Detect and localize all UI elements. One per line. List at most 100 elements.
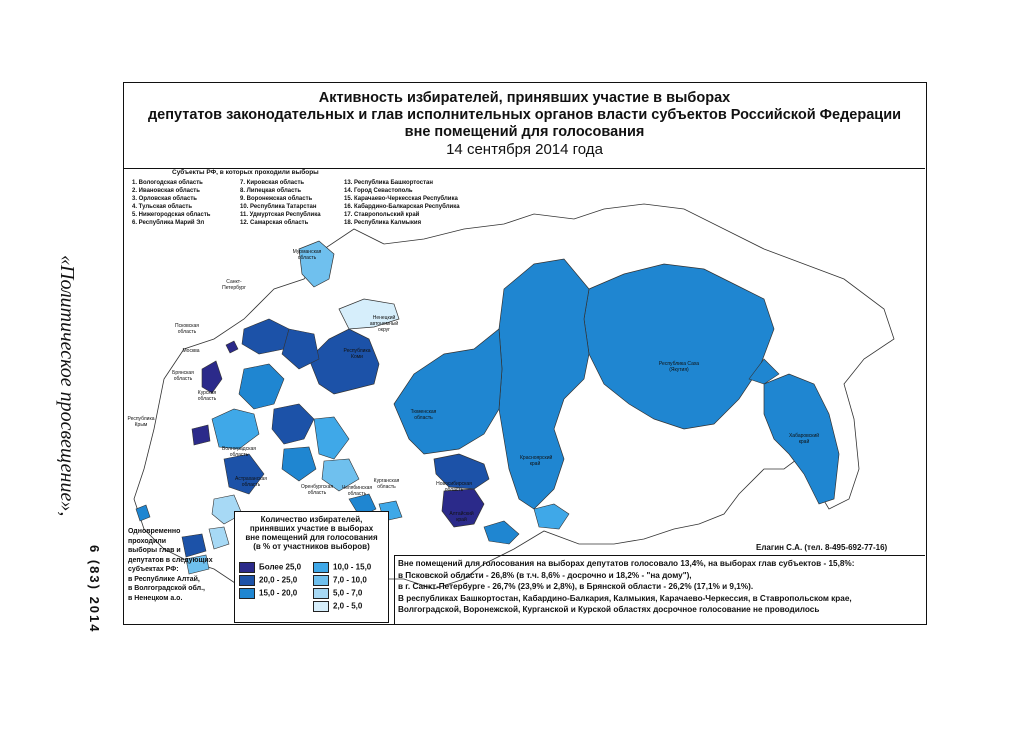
- issue-number: 6 (83) 2014: [87, 545, 102, 634]
- note-line: в Волгоградской обл.,: [128, 585, 205, 592]
- legend-item: 15,0 - 20,0: [239, 588, 297, 599]
- region-murmansk: [298, 240, 335, 288]
- label-kurgan: Курганская область: [373, 478, 400, 490]
- region-central-1: [211, 408, 260, 450]
- note-line: субъектах РФ:: [128, 566, 179, 573]
- region-altai-rep: [483, 520, 520, 545]
- region-novosibirsk: [433, 453, 490, 490]
- note-line: депутатов в следующих: [128, 556, 213, 564]
- region-kirov: [281, 328, 320, 370]
- label-altai: Алтайский край: [449, 511, 474, 523]
- regions-title: Субъекты РФ, в которых проходили выборы: [172, 169, 319, 176]
- legend-swatch: [239, 562, 255, 573]
- region-item: 7. Кировская область: [240, 180, 305, 186]
- region-tyumen: [393, 328, 503, 455]
- legend-item: 2,0 - 5,0: [313, 601, 362, 612]
- region-item: 9. Воронежская область: [240, 196, 313, 202]
- label-komi: Республика Коми: [343, 348, 371, 360]
- legend-title: Количество избирателей, принявших участи…: [235, 512, 388, 551]
- author-credit: Елагин С.А. (тел. 8-495-692-77-16): [756, 543, 888, 552]
- legend-swatch: [239, 588, 255, 599]
- label-khabarovsk: Хабаровский край: [788, 433, 820, 445]
- label-yakutia: Республика Саха (Якутия): [658, 361, 700, 373]
- title-date: 14 сентября 2014 года: [446, 141, 603, 158]
- region-tatarstan: [281, 446, 317, 482]
- legend-swatch: [239, 575, 255, 586]
- legend-swatch: [313, 575, 329, 586]
- label-chelyabinsk: Челябинская область: [341, 485, 373, 497]
- legend-item: 5,0 - 7,0: [313, 588, 362, 599]
- info-line: в Псковской области - 26,8% (в т.ч. 8,6%…: [398, 570, 692, 580]
- legend-label: 7,0 - 10,0: [333, 575, 367, 585]
- region-item: 14. Город Севастополь: [344, 188, 413, 194]
- legend-label: 5,0 - 7,0: [333, 588, 363, 598]
- legend-title-line: вне помещений для голосования: [245, 533, 378, 542]
- map-frame: Активность избирателей, принявших участи…: [123, 82, 927, 625]
- info-line: В республиках Башкортостан, Кабардино-Ба…: [398, 593, 852, 603]
- legend-item: Более 25,0: [239, 562, 301, 573]
- label-spb: Санкт-Петербург: [222, 279, 246, 291]
- legend-title-line: Количество избирателей,: [260, 515, 363, 524]
- info-line: Волгоградской, Воронежской, Курганской и…: [398, 605, 820, 614]
- label-nenets: Ненецкий автономный округ: [369, 315, 399, 333]
- region-altai: [441, 488, 485, 528]
- region-pskov: [201, 360, 223, 394]
- region-item: 5. Нижегородская область: [132, 212, 211, 218]
- region-item: 16. Кабардино-Балкарская Республика: [344, 204, 460, 210]
- legend-title-line: принявших участие в выборах: [249, 524, 374, 533]
- label-tyumen: Тюменская область: [410, 409, 437, 421]
- region-item: 10. Республика Татарстан: [240, 204, 317, 210]
- label-krasnoyarsk: Красноярский край: [520, 455, 553, 467]
- legend-swatch: [313, 601, 329, 612]
- legend-label: 15,0 - 20,0: [259, 588, 298, 598]
- legend-label: 2,0 - 5,0: [333, 601, 363, 611]
- note-line: в Республике Алтай,: [128, 575, 200, 583]
- legend-item: 7,0 - 10,0: [313, 575, 367, 586]
- region-yakutia: [583, 263, 775, 430]
- region-item: 2. Ивановская область: [132, 188, 200, 194]
- note-line: Одновременно: [128, 528, 181, 535]
- region-south-siberia: [533, 503, 570, 530]
- region-item: 13. Республика Башкортостан: [344, 180, 433, 186]
- info-box: Вне помещений для голосования на выборах…: [394, 555, 925, 624]
- legend-label: Более 25,0: [259, 562, 302, 572]
- region-bashkortostan: [313, 416, 350, 460]
- russia-map: [133, 203, 895, 600]
- region-item: 12. Самарская область: [240, 220, 309, 226]
- region-central-3: [271, 403, 315, 445]
- journal-name: «Политическое просвещение»,: [56, 255, 78, 517]
- title-line-3: вне помещений для голосования: [404, 124, 645, 140]
- region-stavropol: [181, 533, 207, 558]
- region-kalmykia: [208, 526, 230, 550]
- region-samara: [321, 458, 360, 492]
- title-line-1: Активность избирателей, принявших участи…: [318, 90, 731, 106]
- legend-item: 20,0 - 25,0: [239, 575, 297, 586]
- label-moscow: Москва: [182, 348, 200, 354]
- note-line: проходили: [128, 537, 167, 545]
- label-orenburg: Оренбургская область: [300, 484, 334, 496]
- title-line-2: депутатов законодательных и глав исполни…: [147, 107, 902, 123]
- label-novosibirsk: Новосибирская область: [436, 481, 472, 493]
- title-block: Активность избирателей, принявших участи…: [124, 83, 925, 169]
- legend: Количество избирателей, принявших участи…: [234, 511, 389, 623]
- region-bryansk: [191, 424, 211, 446]
- info-line: в г. Санкт-Петербурге - 26,7% (23,9% и 2…: [398, 582, 754, 591]
- label-kursk: Курская область: [197, 390, 217, 402]
- region-nenets: [338, 298, 400, 330]
- note-line: в Ненецком а.о.: [128, 594, 183, 602]
- region-central-2: [238, 363, 285, 410]
- label-pskov: Псковская область: [174, 323, 199, 335]
- label-bryansk: Брянская область: [172, 370, 194, 382]
- region-item: 3. Орловская область: [132, 196, 197, 202]
- note-box: Одновременно проходили выборы глав и деп…: [128, 527, 230, 622]
- region-item: 4. Тульская область: [132, 204, 193, 210]
- region-spb: [225, 340, 239, 354]
- label-astrakhan: Астраханская область: [235, 476, 267, 488]
- region-item: 17. Ставропольский край: [344, 212, 420, 218]
- legend-label: 10,0 - 15,0: [333, 562, 372, 572]
- legend-swatch: [313, 562, 329, 573]
- region-caucasus: [185, 554, 210, 575]
- legend-item: 10,0 - 15,0: [313, 562, 371, 573]
- region-khabarovsk-north: [748, 358, 780, 385]
- label-volgograd: Волгоградская область: [221, 446, 256, 458]
